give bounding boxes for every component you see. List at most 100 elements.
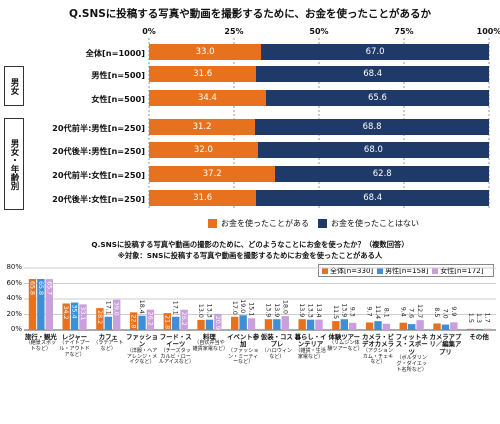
- top-bar-value: 68.4: [363, 193, 383, 203]
- category-label: 仮装・コスプレ （ハロウィンなど）: [260, 333, 294, 360]
- category-main-label: フード・スイーツ: [159, 333, 192, 349]
- legend-not-spent-label: お金を使ったことはない: [331, 219, 419, 228]
- legend-not-spent: お金を使ったことはない: [318, 218, 419, 229]
- top-bar-not-spent: 68.8: [255, 119, 489, 135]
- category-label: 旅行・観光 （絶景スポットなど）: [24, 333, 58, 353]
- top-bar-value: 34.4: [198, 93, 217, 103]
- category-main-label: 体験ツアー: [328, 333, 361, 341]
- top-row-label: 20代後半:男性[n=250]: [52, 146, 145, 156]
- category-label: ファッション （洋服・ヘアアレンジ・メイクなど）: [125, 333, 159, 366]
- legend-all-swatch: [322, 267, 328, 274]
- category-sub-label: （雑貨・生活家電など）: [295, 347, 326, 360]
- top-bar-value: 37.2: [202, 169, 222, 179]
- category-label: 料理 （自炊弁当や雑貨家電など）: [192, 333, 229, 353]
- category-label: カメラアプリ／編集アプリ: [429, 333, 463, 356]
- category-main-label: カフェ: [98, 333, 118, 341]
- legend-female-label: 女性[n=172]: [440, 266, 484, 275]
- legend-male: 男性[n=158]: [377, 266, 428, 276]
- category-label: イベント参加 （ファッション・ミーティーなど）: [226, 333, 260, 366]
- top-row-label: 20代前半:男性[n=250]: [52, 123, 145, 133]
- top-bar-value: 31.2: [192, 122, 212, 132]
- legend-spent: お金を使ったことがある: [208, 218, 309, 229]
- category-label: 暮らし・インテリア （雑貨・生活家電など）: [294, 333, 328, 360]
- top-bar-not-spent: 67.0: [261, 44, 489, 60]
- category-main-label: 仮装・コスプレ: [260, 333, 293, 349]
- category-label: カメラ・ビデオカメラ （アクションカム・チェキなど）: [361, 333, 395, 366]
- top-bar-value: 68.8: [362, 122, 382, 132]
- legend-female-swatch: [432, 267, 439, 274]
- category-sub-label: （洋服・ヘアアレンジ・メイクなど）: [126, 347, 158, 366]
- top-bar-value: 33.0: [195, 47, 215, 57]
- legend-male-swatch: [377, 267, 384, 274]
- category-sub-label: （ボルダリング・ダイエット名所など）: [396, 355, 427, 373]
- top-bar-not-spent: 62.8: [275, 166, 489, 182]
- bottom-legend: 全体[n=330] 男性[n=158] 女性[n=172]: [318, 264, 494, 277]
- category-label: フィットネス・スポーツ （ボルダリング・ダイエット名所など）: [395, 333, 429, 374]
- category-label: レジャー （ナイトプール・アウトドアなど）: [58, 333, 92, 359]
- bottom-chart-title: Q.SNSに投稿する写真や動画の撮影のために、どのようなことにお金を使ったか？（…: [91, 240, 409, 249]
- category-main-label: 暮らし・インテリア: [294, 333, 327, 349]
- top-row-label: 20代前半:女性[n=250]: [52, 170, 145, 180]
- bottom-y-tick: 80%: [6, 263, 22, 271]
- percent-tick: 0%: [142, 27, 156, 36]
- category-sub-label: （絶景スポットなど）: [25, 340, 57, 353]
- bottom-y-tick: 40%: [6, 294, 22, 302]
- top-bar-value: 68.4: [363, 69, 383, 79]
- top-bar-value: 68.0: [363, 145, 383, 155]
- top-bar-value: 65.6: [368, 93, 387, 103]
- category-label: 体験ツアー （リムジン体験ツアーなど）: [327, 333, 362, 353]
- percent-tick: 25%: [224, 27, 244, 36]
- category-label: カフェ （ラテアートなど）: [91, 333, 125, 353]
- category-main-label: 旅行・観光: [24, 333, 57, 341]
- top-row-label: 20代後半:女性[n=250]: [52, 194, 145, 204]
- category-sub-label: （ハロウィンなど）: [261, 347, 293, 360]
- category-main-label: フィットネス・スポーツ: [395, 333, 428, 356]
- top-bar-not-spent: 68.4: [256, 66, 489, 82]
- top-bar-not-spent: 68.0: [257, 142, 489, 158]
- top-bar-spent: 37.2: [149, 166, 276, 182]
- category-main-label: 料理: [203, 333, 216, 341]
- category-main-label: カメラ・ビデオカメラ: [362, 333, 394, 349]
- top-row-label: 全体[n=1000]: [85, 48, 145, 58]
- top-bar-not-spent: 68.4: [256, 190, 489, 206]
- group-label-gender: 男女: [4, 66, 24, 106]
- top-bar-spent: 33.0: [149, 44, 262, 60]
- legend-all: 全体[n=330]: [322, 266, 373, 276]
- top-chart-title: Q.SNSに投稿する写真や動画を撮影するために、お金を使ったことがあるか: [68, 8, 431, 20]
- top-bar-not-spent: 65.6: [265, 90, 489, 106]
- category-label: フード・スイーツ （チーズタッカルビ・ロールアイスなど）: [158, 333, 195, 366]
- top-bar-value: 31.6: [193, 193, 213, 203]
- group-label-gender-age: 男女・年齢別: [4, 118, 24, 210]
- top-bar-spent: 32.0: [149, 142, 258, 158]
- top-bar-value: 32.0: [193, 145, 213, 155]
- legend-all-label: 全体[n=330]: [330, 266, 374, 275]
- legend-male-label: 男性[n=158]: [385, 266, 429, 275]
- percent-tick: 100%: [476, 27, 500, 36]
- top-bar-spent: 31.2: [149, 119, 256, 135]
- top-bar-spent: 34.4: [149, 90, 266, 106]
- category-sub-label: （アクションカム・チェキなど）: [362, 347, 394, 366]
- category-main-label: その他: [469, 333, 489, 341]
- bottom-y-tick: 60%: [6, 278, 22, 287]
- top-bar-value: 67.0: [365, 47, 385, 57]
- category-main-label: レジャー: [61, 333, 88, 341]
- bottom-y-tick: 20%: [6, 309, 22, 318]
- top-bar-value: 62.8: [372, 169, 392, 179]
- legend-female: 女性[n=172]: [432, 266, 483, 276]
- bottom-y-tick: 0%: [10, 325, 22, 333]
- category-sub-label: （ファッション・ミーティーなど）: [227, 347, 259, 366]
- category-main-label: カメラアプリ／編集アプリ: [429, 333, 462, 356]
- category-label: その他: [462, 333, 496, 341]
- top-row-label: 男性[n=500]: [91, 70, 145, 80]
- category-main-label: イベント参加: [227, 333, 260, 349]
- percent-tick: 75%: [394, 27, 414, 36]
- category-sub-label: （自炊弁当や雑貨家電など）: [192, 340, 229, 353]
- legend-not-spent-swatch: [318, 219, 327, 228]
- category-sub-label: （チーズタッカルビ・ロールアイスなど）: [158, 347, 195, 366]
- category-sub-label: （ラテアートなど）: [93, 340, 124, 353]
- bottom-chart-subtitle: ※対象：SNSに投稿する写真や動画を撮影するためにお金を使ったことがある人: [117, 251, 383, 260]
- legend-spent-swatch: [208, 219, 217, 228]
- top-bar-spent: 31.6: [149, 66, 257, 82]
- legend-spent-label: お金を使ったことがある: [221, 219, 309, 228]
- top-bar-value: 31.6: [193, 69, 213, 79]
